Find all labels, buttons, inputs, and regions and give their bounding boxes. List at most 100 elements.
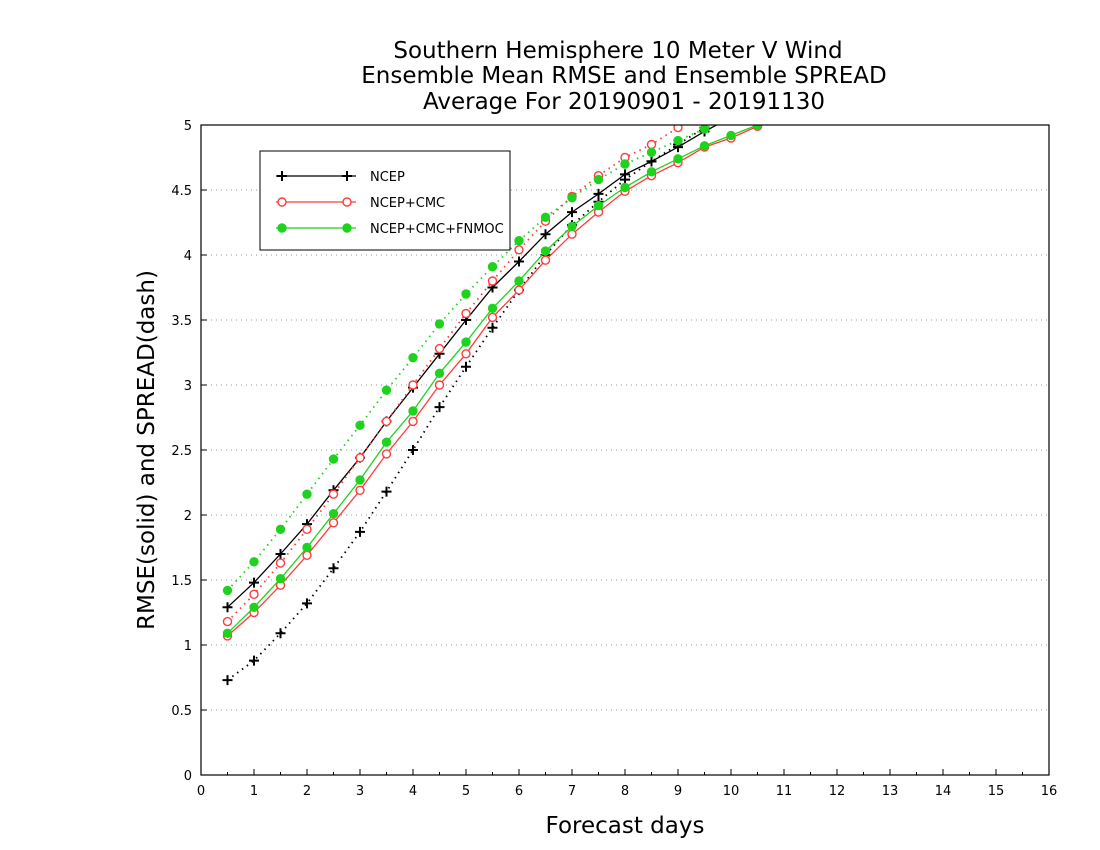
- x-tick-label-5: 5: [462, 784, 470, 799]
- series-0-spread-point-0: [222, 675, 233, 686]
- series-1-spread-point-2: [275, 558, 286, 568]
- series-0-rmse-point-13: [567, 207, 577, 218]
- series-2-spread-line: [226, 125, 717, 592]
- x-tick-label-10: 10: [723, 784, 740, 799]
- y-axis: 0 0.5 1 1.5 2 2.5 3 3.5 4 4.5 5: [171, 119, 207, 784]
- series-1-spread-point-0: [222, 616, 233, 627]
- series-2-rmse-point-7: [408, 406, 418, 416]
- series-2-rmse: [222, 125, 763, 638]
- series-1-spread-point-4: [328, 489, 339, 499]
- legend-entry-1: NCEP+CMC: [276, 196, 445, 211]
- series-1-rmse-point-10: [487, 312, 498, 323]
- y-tick-label-2: 2: [184, 509, 192, 524]
- series-0-spread-point-3: [302, 598, 312, 609]
- x-tick-label-9: 9: [674, 784, 682, 799]
- series-0-spread-point-10: [487, 322, 498, 333]
- series-0-spread-point-1: [249, 655, 259, 666]
- x-axis: 0 1 2 3 4 5 6 7 8 9 10 11 12 13 14 15 16: [197, 769, 1057, 799]
- series-0-rmse-point-2: [275, 549, 286, 559]
- series-2-rmse-point-3: [302, 542, 312, 553]
- series-2-spread-point-1: [249, 557, 259, 567]
- series-2-spread-point-14: [593, 174, 604, 185]
- legend-marker-end-0: [342, 171, 352, 181]
- series-2-spread-point-12: [540, 212, 551, 223]
- title-line-3: Average For 20190901 - 20191130: [423, 89, 825, 115]
- series-1-rmse-point-13: [567, 229, 577, 239]
- y-tick-label-5: 5: [184, 119, 192, 134]
- series-2-spread-point-4: [328, 454, 339, 464]
- series-0-spread-point-5: [355, 526, 365, 537]
- x-tick-label-3: 3: [356, 784, 364, 799]
- series-1-rmse-point-6: [381, 449, 392, 459]
- x-tick-label-14: 14: [935, 784, 952, 799]
- series-2-rmse-point-10: [487, 303, 498, 313]
- series-1-spread-point-3: [302, 524, 312, 534]
- series-2-rmse-point-8: [434, 368, 445, 378]
- series-2-rmse-point-19: [726, 130, 736, 141]
- x-tick-label-8: 8: [621, 784, 629, 799]
- series-1-rmse-point-12: [540, 255, 551, 265]
- series-1-rmse-point-4: [328, 518, 339, 528]
- series-0-spread-point-2: [275, 628, 286, 639]
- series-2-rmse-point-9: [461, 337, 471, 347]
- series-2-rmse-point-17: [673, 154, 683, 164]
- y-tick-label-3: 3: [184, 379, 192, 394]
- y-tick-label-4.5: 4.5: [171, 184, 192, 199]
- series-2-rmse-point-1: [249, 602, 259, 612]
- series-2-spread-point-10: [487, 262, 498, 272]
- series-2-rmse-point-4: [328, 509, 339, 519]
- series-2-spread-point-7: [408, 353, 418, 363]
- x-tick-label-11: 11: [776, 784, 793, 799]
- legend-marker-start-2: [277, 223, 287, 233]
- series-1-spread-point-5: [355, 453, 365, 463]
- series-2-spread-point-17: [673, 135, 683, 146]
- series-0-spread-point-8: [434, 402, 445, 413]
- series-1-rmse: [222, 125, 763, 641]
- series-layer: [222, 125, 763, 686]
- x-tick-label-1: 1: [250, 784, 258, 799]
- series-1-rmse-line: [227, 125, 762, 637]
- y-tick-label-0.5: 0.5: [171, 704, 192, 719]
- series-1-rmse-point-8: [434, 380, 445, 390]
- series-0-spread-point-9: [461, 361, 471, 372]
- legend-marker-end-1: [342, 197, 352, 207]
- legend-label-0: NCEP: [370, 170, 405, 185]
- x-tick-label-12: 12: [829, 784, 846, 799]
- series-2-spread-point-16: [646, 147, 657, 158]
- series-2-rmse-point-11: [514, 276, 524, 286]
- series-2-rmse-line: [227, 125, 759, 634]
- title-line-1: Southern Hemisphere 10 Meter V Wind: [393, 38, 842, 64]
- series-1-spread-point-16: [646, 139, 657, 150]
- series-2-rmse-point-5: [355, 475, 365, 485]
- series-2-rmse-point-16: [646, 167, 657, 177]
- legend: NCEP NCEP+CMC NCEP+CMC+FNMOC: [259, 150, 511, 251]
- series-0-rmse-point-16: [646, 156, 657, 167]
- y-tick-label-1: 1: [184, 639, 192, 654]
- series-1-spread-point-1: [249, 589, 259, 599]
- y-tick-label-1.5: 1.5: [171, 574, 192, 589]
- series-1-rmse-point-5: [355, 485, 365, 495]
- series-1-spread-point-17: [673, 125, 683, 133]
- series-2-rmse-point-12: [540, 246, 551, 256]
- series-1-spread-point-9: [461, 308, 471, 319]
- title-line-2: Ensemble Mean RMSE and Ensemble SPREAD: [361, 63, 886, 89]
- x-tick-label-7: 7: [568, 784, 576, 799]
- series-1-spread-point-6: [381, 416, 392, 427]
- x-tick-label-6: 6: [515, 784, 523, 799]
- series-0-spread-point-7: [408, 445, 418, 455]
- legend-entry-0: NCEP: [276, 170, 405, 185]
- y-tick-label-3.5: 3.5: [171, 314, 192, 329]
- series-0-rmse-point-0: [222, 602, 233, 613]
- legend-label-1: NCEP+CMC: [370, 196, 445, 211]
- y-tick-label-0: 0: [184, 769, 192, 784]
- series-1-rmse-point-3: [302, 550, 312, 560]
- series-0-spread-point-4: [328, 563, 339, 574]
- series-2-spread-point-15: [620, 159, 630, 169]
- series-2-spread-point-18: [699, 125, 710, 134]
- series-2-spread-point-6: [381, 385, 392, 395]
- x-axis-label: Forecast days: [546, 813, 705, 839]
- series-0-rmse-point-14: [593, 188, 604, 199]
- series-1-spread-point-10: [487, 276, 498, 286]
- series-2-spread: [222, 125, 717, 596]
